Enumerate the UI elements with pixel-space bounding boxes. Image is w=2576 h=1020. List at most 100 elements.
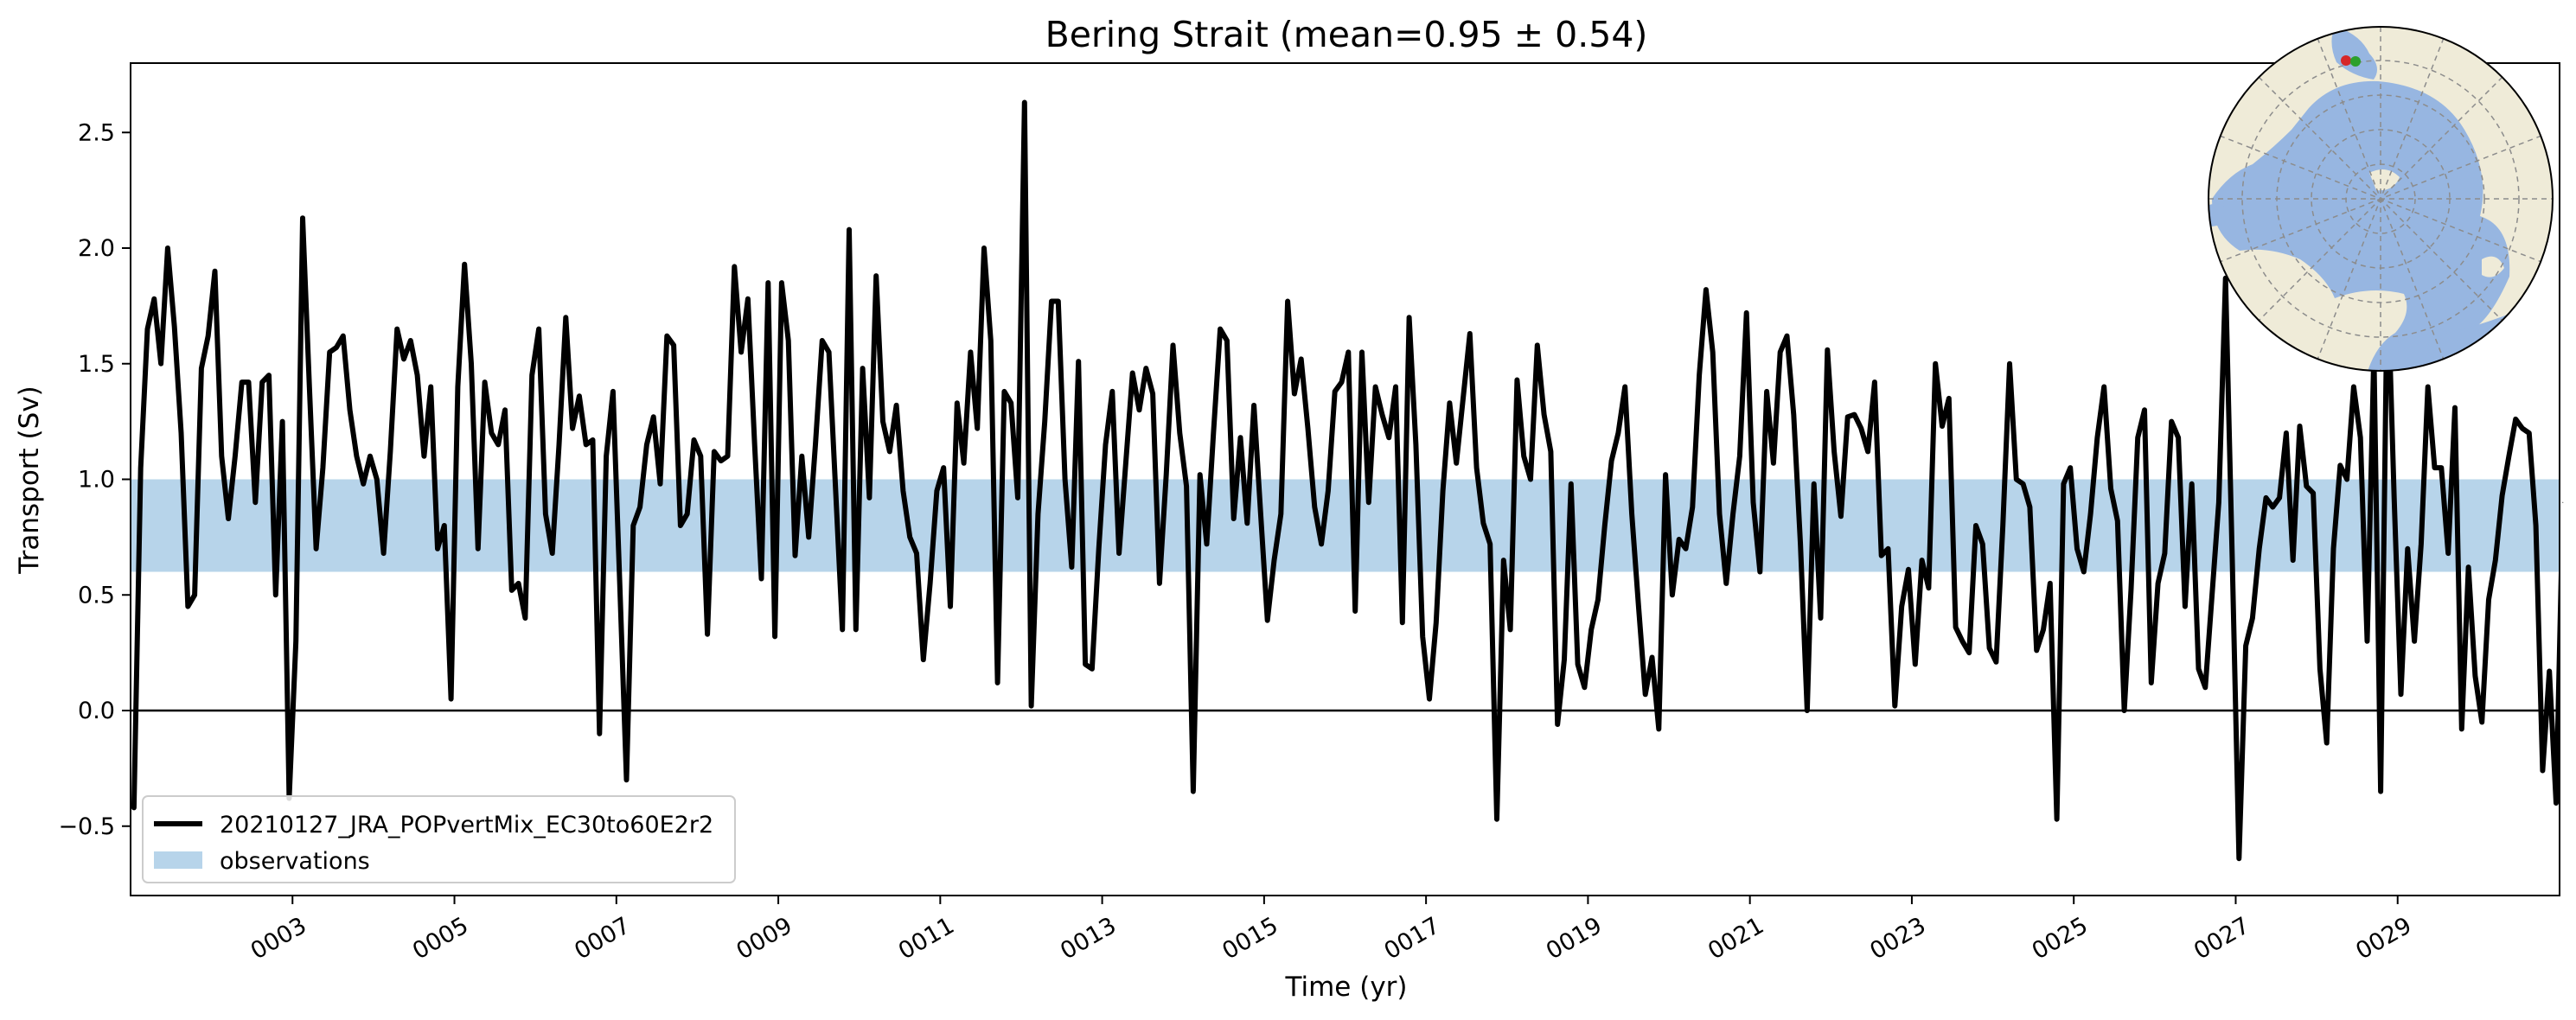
data-point-68 xyxy=(592,439,593,441)
data-point-145 xyxy=(1111,391,1113,392)
data-point-343 xyxy=(2447,552,2449,554)
data-point-31 xyxy=(342,335,344,337)
data-point-78 xyxy=(660,483,661,485)
data-point-178 xyxy=(1334,391,1336,392)
data-point-350 xyxy=(2495,559,2496,561)
data-point-51 xyxy=(477,548,479,550)
data-point-177 xyxy=(1327,490,1329,492)
data-point-131 xyxy=(1017,497,1019,499)
data-point-122 xyxy=(956,402,958,404)
data-point-87 xyxy=(720,460,722,462)
data-point-128 xyxy=(997,682,999,684)
data-point-108 xyxy=(862,367,864,369)
data-point-98 xyxy=(795,555,796,557)
data-point-235 xyxy=(1719,513,1720,515)
data-point-323 xyxy=(2312,493,2314,494)
data-point-8 xyxy=(187,606,189,608)
data-point-320 xyxy=(2292,559,2294,561)
data-point-29 xyxy=(329,351,330,353)
data-point-21 xyxy=(275,594,277,596)
data-point-337 xyxy=(2407,548,2408,550)
data-point-120 xyxy=(943,467,944,469)
y-tick-label: 2.5 xyxy=(78,119,115,146)
data-point-314 xyxy=(2252,617,2253,619)
data-point-121 xyxy=(949,606,951,608)
data-point-123 xyxy=(963,462,965,464)
data-point-347 xyxy=(2474,675,2476,677)
data-point-250 xyxy=(1820,617,1821,619)
data-point-155 xyxy=(1179,432,1180,434)
data-point-73 xyxy=(626,779,627,781)
data-point-55 xyxy=(504,409,506,411)
data-point-161 xyxy=(1219,328,1221,330)
data-point-318 xyxy=(2279,497,2280,499)
data-point-304 xyxy=(2184,606,2186,608)
y-tick-label: −0.5 xyxy=(58,813,115,840)
data-point-229 xyxy=(1678,539,1680,540)
data-point-191 xyxy=(1422,635,1423,637)
data-point-254 xyxy=(1847,416,1849,418)
data-point-210 xyxy=(1550,450,1551,452)
data-point-36 xyxy=(376,479,378,480)
data-point-286 xyxy=(2062,483,2064,485)
data-point-5 xyxy=(167,247,169,249)
data-point-263 xyxy=(1908,569,1909,571)
data-point-20 xyxy=(268,374,270,376)
data-point-260 xyxy=(1888,548,1889,550)
data-point-201 xyxy=(1489,543,1491,545)
data-point-221 xyxy=(1624,386,1626,387)
data-point-321 xyxy=(2299,425,2300,427)
data-point-327 xyxy=(2339,464,2341,466)
data-point-293 xyxy=(2110,488,2112,489)
x-axis-label: Time (yr) xyxy=(1285,972,1408,1003)
data-point-199 xyxy=(1476,467,1478,469)
data-point-168 xyxy=(1267,620,1269,622)
data-point-246 xyxy=(1793,414,1794,416)
data-point-62 xyxy=(552,552,553,554)
data-point-315 xyxy=(2259,548,2260,550)
data-point-241 xyxy=(1759,571,1761,572)
observation-band xyxy=(131,479,2560,572)
data-point-313 xyxy=(2245,645,2247,647)
data-point-150 xyxy=(1145,367,1147,369)
data-point-60 xyxy=(538,328,540,330)
data-point-160 xyxy=(1212,432,1214,434)
data-point-157 xyxy=(1192,791,1194,793)
data-point-183 xyxy=(1368,501,1370,503)
data-point-149 xyxy=(1139,409,1140,411)
data-point-214 xyxy=(1577,664,1579,665)
data-point-90 xyxy=(740,351,742,353)
data-point-79 xyxy=(666,335,668,337)
data-point-312 xyxy=(2238,857,2240,859)
data-point-163 xyxy=(1233,518,1235,520)
data-point-18 xyxy=(254,501,256,503)
data-point-264 xyxy=(1914,664,1916,665)
data-point-341 xyxy=(2434,467,2435,469)
data-point-344 xyxy=(2454,407,2456,409)
data-point-336 xyxy=(2400,693,2401,695)
data-point-223 xyxy=(1638,606,1640,608)
data-point-77 xyxy=(653,416,655,418)
data-point-216 xyxy=(1590,628,1592,630)
data-point-111 xyxy=(882,421,884,423)
data-point-353 xyxy=(2515,418,2516,420)
data-point-146 xyxy=(1118,552,1120,554)
data-point-134 xyxy=(1037,513,1039,515)
data-point-305 xyxy=(2191,483,2193,485)
data-point-287 xyxy=(2069,467,2071,469)
data-point-14 xyxy=(227,518,229,520)
data-point-167 xyxy=(1260,513,1262,515)
data-point-58 xyxy=(524,617,526,619)
data-point-61 xyxy=(545,513,547,515)
data-point-192 xyxy=(1429,698,1430,700)
data-point-265 xyxy=(1921,559,1923,561)
y-axis: −0.5 0.0 0.5 1.0 1.5 2.0 2.5 xyxy=(58,119,131,840)
data-point-144 xyxy=(1105,443,1106,445)
data-point-200 xyxy=(1482,522,1484,524)
data-point-194 xyxy=(1442,490,1444,492)
data-point-133 xyxy=(1031,705,1032,707)
data-point-164 xyxy=(1240,437,1241,438)
data-point-219 xyxy=(1611,460,1613,462)
data-point-110 xyxy=(875,275,877,277)
